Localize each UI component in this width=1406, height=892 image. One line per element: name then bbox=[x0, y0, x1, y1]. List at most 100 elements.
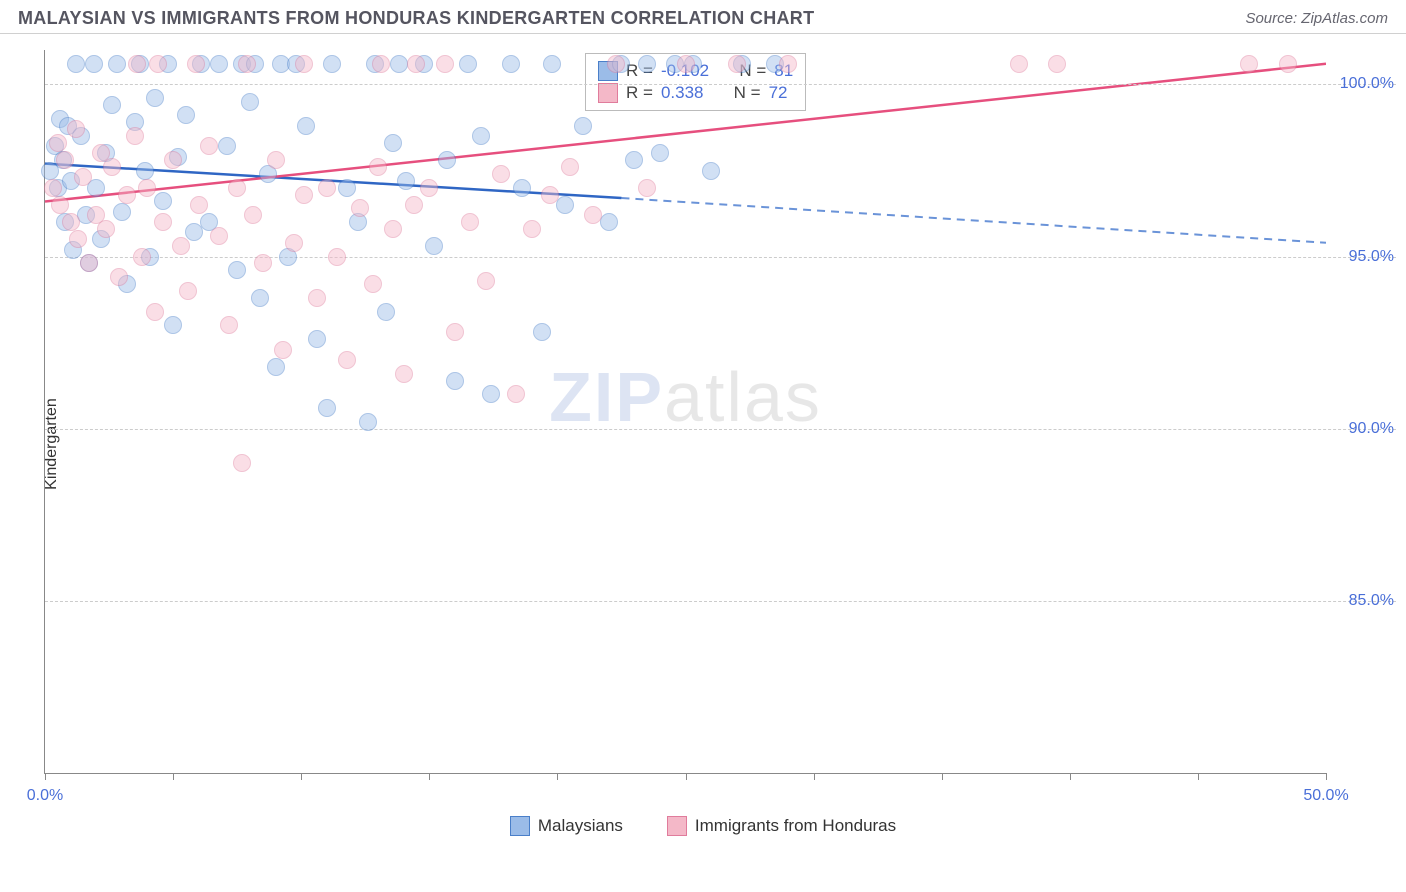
gridline bbox=[45, 257, 1396, 258]
x-tick bbox=[814, 773, 815, 780]
x-tick bbox=[1070, 773, 1071, 780]
scatter-point bbox=[1279, 55, 1297, 73]
scatter-point bbox=[200, 137, 218, 155]
gridline bbox=[45, 84, 1396, 85]
scatter-point bbox=[103, 96, 121, 114]
scatter-point bbox=[172, 237, 190, 255]
swatch-honduras bbox=[598, 83, 618, 103]
scatter-point bbox=[677, 55, 695, 73]
scatter-point bbox=[328, 248, 346, 266]
scatter-point bbox=[625, 151, 643, 169]
x-tick bbox=[45, 773, 46, 780]
scatter-point bbox=[459, 55, 477, 73]
scatter-point bbox=[220, 316, 238, 334]
scatter-point bbox=[233, 454, 251, 472]
regression-lines bbox=[45, 50, 1326, 773]
scatter-point bbox=[574, 117, 592, 135]
scatter-point bbox=[274, 341, 292, 359]
scatter-point bbox=[69, 230, 87, 248]
scatter-point bbox=[502, 55, 520, 73]
scatter-point bbox=[113, 203, 131, 221]
scatter-point bbox=[556, 196, 574, 214]
scatter-point bbox=[179, 282, 197, 300]
scatter-point bbox=[377, 303, 395, 321]
scatter-point bbox=[297, 117, 315, 135]
source-credit: Source: ZipAtlas.com bbox=[1245, 10, 1388, 27]
chart-title: MALAYSIAN VS IMMIGRANTS FROM HONDURAS KI… bbox=[18, 8, 814, 29]
x-tick bbox=[1326, 773, 1327, 780]
legend-item-honduras: Immigrants from Honduras bbox=[667, 816, 896, 836]
scatter-point bbox=[651, 144, 669, 162]
scatter-point bbox=[185, 223, 203, 241]
scatter-point bbox=[44, 179, 62, 197]
scatter-point bbox=[126, 127, 144, 145]
scatter-point bbox=[607, 55, 625, 73]
scatter-point bbox=[390, 55, 408, 73]
y-tick-label: 100.0% bbox=[1340, 75, 1394, 93]
scatter-point bbox=[1240, 55, 1258, 73]
scatter-point bbox=[67, 120, 85, 138]
scatter-point bbox=[254, 254, 272, 272]
scatter-point bbox=[338, 179, 356, 197]
scatter-point bbox=[446, 372, 464, 390]
scatter-point bbox=[425, 237, 443, 255]
scatter-point bbox=[128, 55, 146, 73]
scatter-point bbox=[285, 234, 303, 252]
scatter-point bbox=[638, 55, 656, 73]
scatter-point bbox=[477, 272, 495, 290]
x-tick bbox=[301, 773, 302, 780]
scatter-point bbox=[51, 196, 69, 214]
scatter-point bbox=[533, 323, 551, 341]
scatter-point bbox=[372, 55, 390, 73]
chart-header: MALAYSIAN VS IMMIGRANTS FROM HONDURAS KI… bbox=[0, 0, 1406, 34]
scatter-point bbox=[1048, 55, 1066, 73]
scatter-point bbox=[187, 55, 205, 73]
scatter-point bbox=[600, 213, 618, 231]
watermark: ZIPatlas bbox=[549, 357, 822, 437]
scatter-point bbox=[407, 55, 425, 73]
scatter-point bbox=[228, 261, 246, 279]
scatter-point bbox=[364, 275, 382, 293]
scatter-point bbox=[244, 206, 262, 224]
scatter-point bbox=[513, 179, 531, 197]
scatter-point bbox=[318, 179, 336, 197]
scatter-point bbox=[405, 196, 423, 214]
y-tick-label: 90.0% bbox=[1349, 420, 1394, 438]
scatter-point bbox=[323, 55, 341, 73]
scatter-point bbox=[133, 248, 151, 266]
series-legend: Malaysians Immigrants from Honduras bbox=[0, 816, 1406, 836]
scatter-point bbox=[295, 186, 313, 204]
scatter-point bbox=[251, 289, 269, 307]
x-tick-label: 50.0% bbox=[1303, 787, 1348, 805]
watermark-prefix: ZIP bbox=[549, 358, 664, 436]
scatter-point bbox=[308, 289, 326, 307]
scatter-point bbox=[210, 227, 228, 245]
scatter-point bbox=[461, 213, 479, 231]
scatter-point bbox=[395, 365, 413, 383]
scatter-point bbox=[67, 55, 85, 73]
scatter-point bbox=[146, 89, 164, 107]
swatch-honduras bbox=[667, 816, 687, 836]
scatter-point bbox=[136, 162, 154, 180]
legend-label-0: Malaysians bbox=[538, 816, 623, 836]
r-value-1: 0.338 bbox=[661, 83, 704, 103]
scatter-point bbox=[228, 179, 246, 197]
x-tick bbox=[173, 773, 174, 780]
gridline bbox=[45, 601, 1396, 602]
scatter-point bbox=[561, 158, 579, 176]
scatter-point bbox=[74, 168, 92, 186]
scatter-point bbox=[438, 151, 456, 169]
x-tick bbox=[942, 773, 943, 780]
scatter-point bbox=[108, 55, 126, 73]
scatter-point bbox=[318, 399, 336, 417]
scatter-point bbox=[138, 179, 156, 197]
scatter-point bbox=[638, 179, 656, 197]
r-label: R = bbox=[626, 83, 653, 103]
scatter-point bbox=[218, 137, 236, 155]
scatter-point bbox=[190, 196, 208, 214]
scatter-point bbox=[146, 303, 164, 321]
scatter-point bbox=[308, 330, 326, 348]
x-tick-label: 0.0% bbox=[27, 787, 63, 805]
scatter-point bbox=[584, 206, 602, 224]
x-tick bbox=[686, 773, 687, 780]
